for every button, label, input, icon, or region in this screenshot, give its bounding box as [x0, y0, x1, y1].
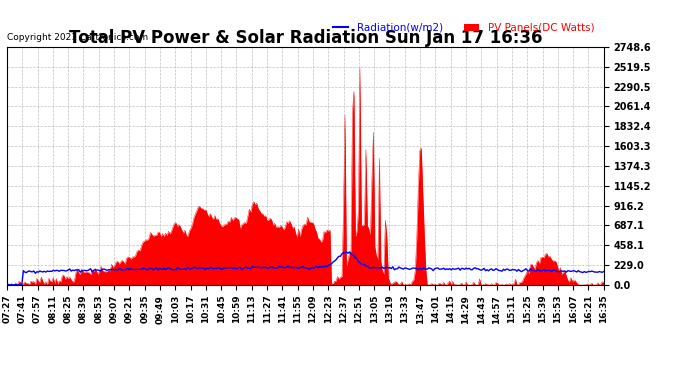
- Title: Total PV Power & Solar Radiation Sun Jan 17 16:36: Total PV Power & Solar Radiation Sun Jan…: [68, 29, 542, 47]
- Legend: Radiation(w/m2), PV Panels(DC Watts): Radiation(w/m2), PV Panels(DC Watts): [328, 19, 598, 37]
- Text: Copyright 2021 Cartronics.com: Copyright 2021 Cartronics.com: [7, 33, 148, 42]
